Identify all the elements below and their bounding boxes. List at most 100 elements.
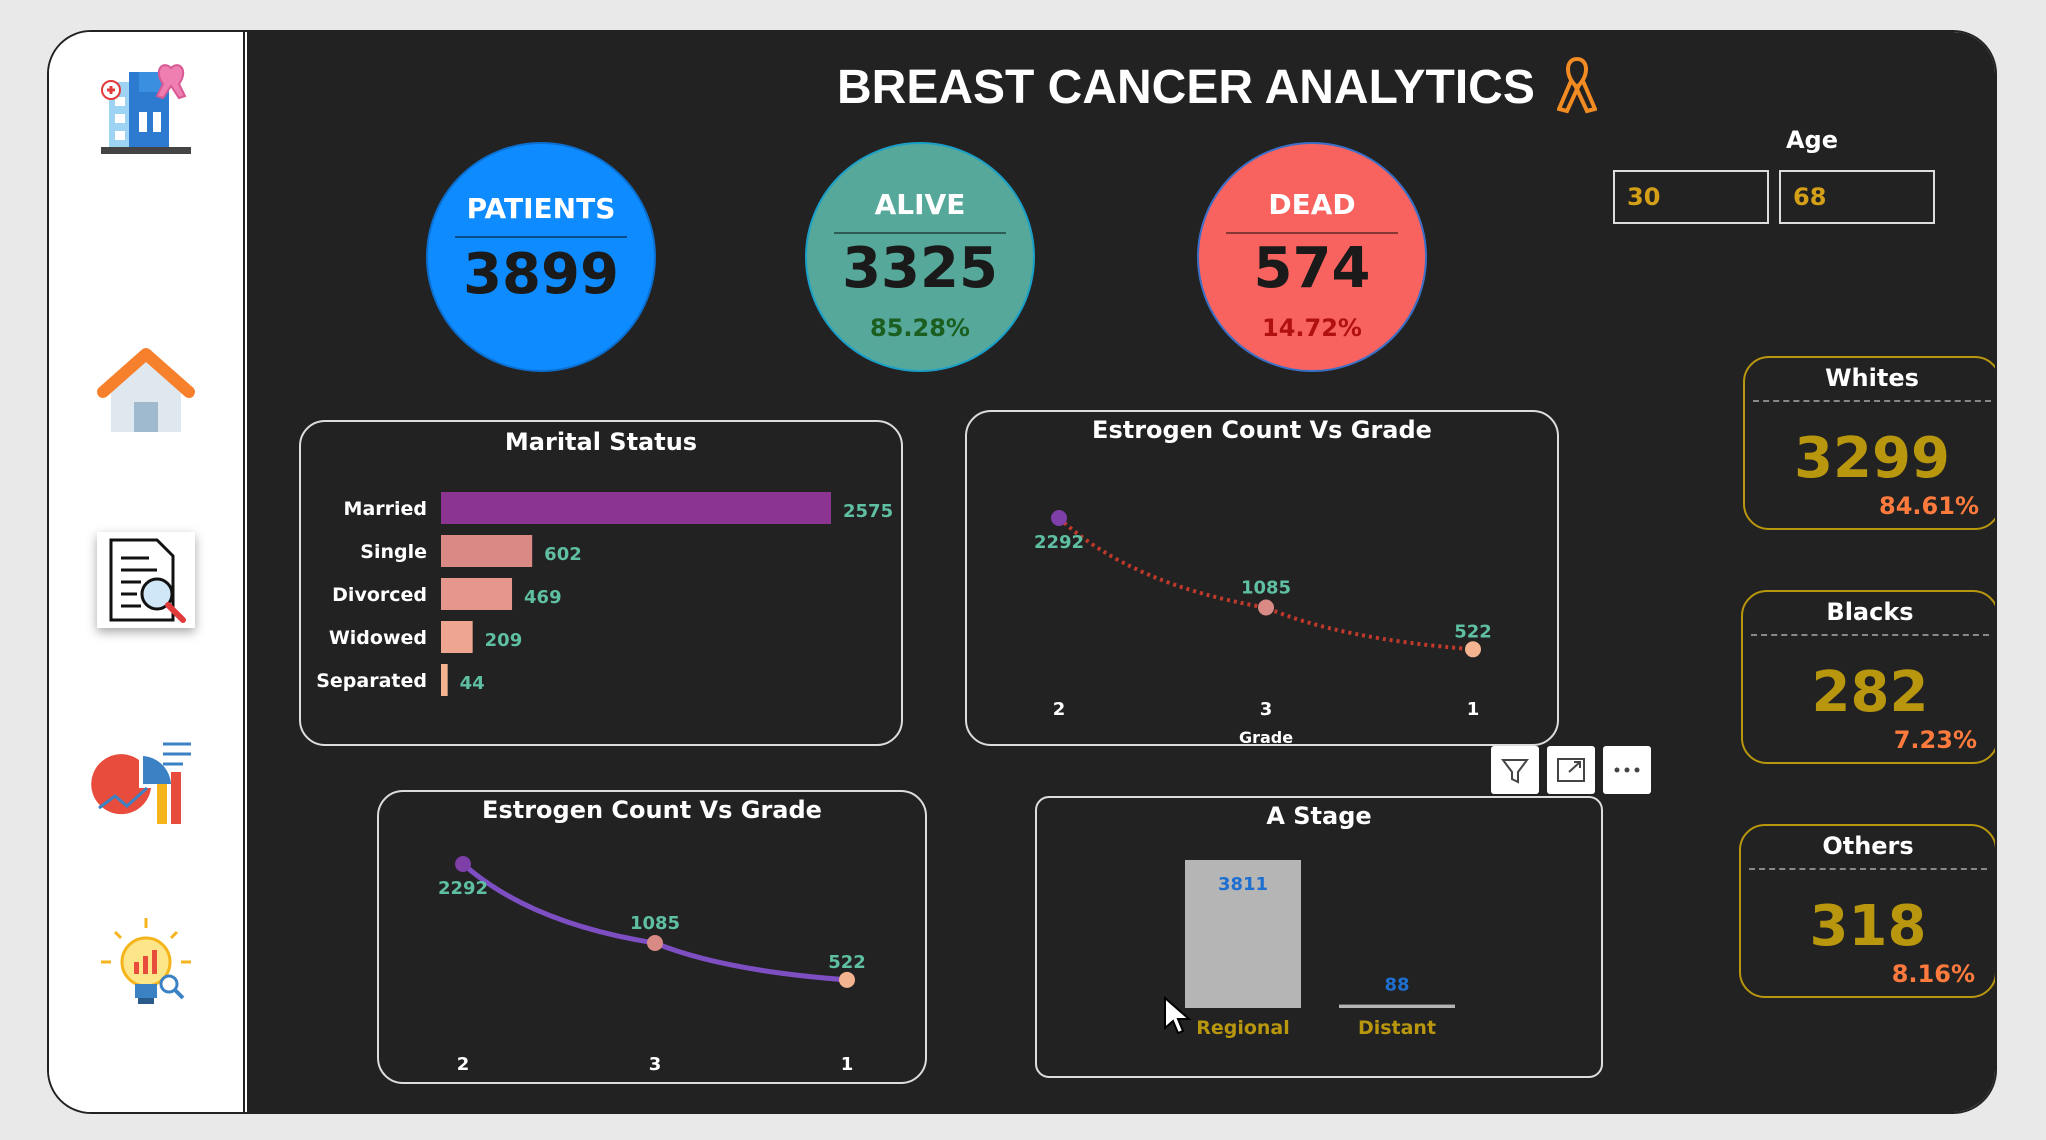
column-regional (1185, 860, 1301, 1008)
patients-kpi: PATIENTS 3899 (426, 142, 656, 372)
whites-card: Whites 3299 84.61% (1743, 356, 1995, 530)
chart-analytics-icon[interactable] (91, 722, 201, 832)
point-label-2: 2292 (1034, 532, 1084, 553)
bar-label-married: Married (344, 498, 427, 520)
dashboard-frame: BREAST CANCER ANALYTICS PATIENTS 3899 AL… (47, 30, 1997, 1114)
point-2 (1051, 510, 1067, 526)
x-tick-2: 2 (1053, 699, 1066, 720)
ribbon-icon (1556, 55, 1598, 119)
point-label-1: 522 (1454, 621, 1492, 642)
x-tick-regional: Regional (1196, 1017, 1290, 1039)
patients-label: PATIENTS (466, 192, 616, 225)
blacks-label: Blacks (1826, 598, 1914, 626)
estrogen-grade-panel-top[interactable]: Estrogen Count Vs Grade 2292 2 1085 3 522 1 Gr… (965, 410, 1559, 746)
age-min-input[interactable]: 30 (1613, 170, 1769, 224)
bar-divorced (441, 578, 513, 610)
kpi-divider (455, 236, 627, 238)
bar-label-single: Single (360, 541, 427, 563)
whites-pct: 84.61% (1879, 492, 1979, 520)
alive-value: 3325 (842, 236, 998, 301)
bar-value-separated: 44 (460, 673, 485, 694)
blacks-pct: 7.23% (1893, 726, 1977, 754)
dead-kpi: DEAD 574 14.72% (1197, 142, 1427, 372)
main-canvas: BREAST CANCER ANALYTICS PATIENTS 3899 AL… (247, 32, 1995, 1112)
point-3 (1258, 599, 1274, 616)
a-stage-title: A Stage (1266, 802, 1372, 830)
x-tick-3: 3 (649, 1054, 662, 1075)
point-label-3: 1085 (630, 913, 680, 934)
kpi-divider (1226, 232, 1398, 234)
patients-value: 3899 (463, 242, 619, 307)
bar-label-divorced: Divorced (332, 584, 427, 606)
home-icon[interactable] (91, 332, 201, 442)
alive-kpi: ALIVE 3325 85.28% (805, 142, 1035, 372)
bar-widowed (441, 621, 473, 653)
bar-label-separated: Separated (316, 670, 427, 692)
marital-status-panel[interactable]: Marital Status Married 2575 Single 602 Divor… (299, 420, 903, 746)
filter-button[interactable] (1491, 746, 1539, 794)
estrogen-grade-chart-bottom: 2292 2 1085 3 522 1 (438, 856, 866, 1075)
bar-value-single: 602 (544, 544, 582, 565)
blacks-card: Blacks 282 7.23% (1741, 590, 1995, 764)
others-value: 318 (1809, 894, 1927, 959)
bar-married (441, 492, 831, 524)
card-divider (1751, 634, 1989, 636)
focus-mode-icon (1557, 758, 1585, 782)
x-tick-1: 1 (841, 1054, 854, 1075)
point-label-2: 2292 (438, 878, 488, 899)
bar-value-married: 2575 (843, 501, 893, 522)
point-1 (1465, 641, 1481, 658)
a-stage-chart: 3811 Regional 88 Distant (1185, 860, 1455, 1039)
others-label: Others (1822, 832, 1914, 860)
kpi-divider (834, 232, 1006, 234)
insight-bulb-icon[interactable] (91, 912, 201, 1022)
bar-separated (441, 664, 448, 696)
marital-status-chart: Married 2575 Single 602 Divorced 469 Widowed 20… (316, 492, 893, 696)
x-tick-2: 2 (457, 1054, 470, 1075)
x-axis-label: Grade (1239, 728, 1293, 744)
blacks-value: 282 (1811, 660, 1929, 725)
more-options-icon (1614, 767, 1640, 773)
dead-value: 574 (1253, 236, 1371, 301)
point-1 (839, 971, 855, 988)
alive-label: ALIVE (874, 188, 966, 221)
point-label-3: 1085 (1241, 578, 1291, 599)
x-tick-3: 3 (1260, 699, 1273, 720)
column-distant (1339, 1004, 1455, 1008)
focus-mode-button[interactable] (1547, 746, 1595, 794)
x-tick-distant: Distant (1358, 1017, 1436, 1039)
more-options-button[interactable] (1603, 746, 1651, 794)
estrogen-grade-panel-bottom[interactable]: Estrogen Count Vs Grade 2292 2 1085 3 522 1 (377, 790, 927, 1084)
alive-pct: 85.28% (870, 314, 970, 342)
card-divider (1753, 400, 1991, 402)
point-2 (455, 856, 471, 872)
dead-label: DEAD (1268, 188, 1356, 221)
bar-label-widowed: Widowed (329, 627, 427, 649)
whites-label: Whites (1825, 364, 1919, 392)
age-filter-label: Age (1785, 126, 1839, 154)
estrogen-grade-title-top: Estrogen Count Vs Grade (1092, 416, 1432, 444)
page-title: BREAST CANCER ANALYTICS (837, 60, 1535, 114)
others-card: Others 318 8.16% (1739, 824, 1995, 998)
dead-pct: 14.72% (1262, 314, 1362, 342)
sidebar-nav (49, 32, 245, 1112)
marital-status-title: Marital Status (504, 428, 698, 456)
column-value-regional: 3811 (1218, 874, 1268, 895)
mouse-cursor-icon (1163, 995, 1193, 1040)
point-label-1: 522 (828, 952, 866, 973)
whites-value: 3299 (1794, 426, 1950, 491)
x-tick-1: 1 (1467, 699, 1480, 720)
card-divider (1749, 868, 1987, 870)
point-3 (647, 934, 663, 951)
filter-icon (1501, 759, 1529, 784)
estrogen-grade-chart-top: 2292 2 1085 3 522 1 Grade (1034, 510, 1492, 744)
others-pct: 8.16% (1891, 960, 1975, 988)
a-stage-panel[interactable]: A Stage 3811 Regional 88 Distant (1035, 796, 1603, 1078)
age-max-input[interactable]: 68 (1779, 170, 1935, 224)
estrogen-grade-title-bottom: Estrogen Count Vs Grade (482, 796, 822, 824)
bar-value-widowed: 209 (485, 630, 523, 651)
column-value-distant: 88 (1384, 975, 1409, 996)
bar-value-divorced: 469 (524, 587, 562, 608)
report-search-icon[interactable] (97, 532, 195, 628)
hospital-icon[interactable] (91, 52, 201, 162)
